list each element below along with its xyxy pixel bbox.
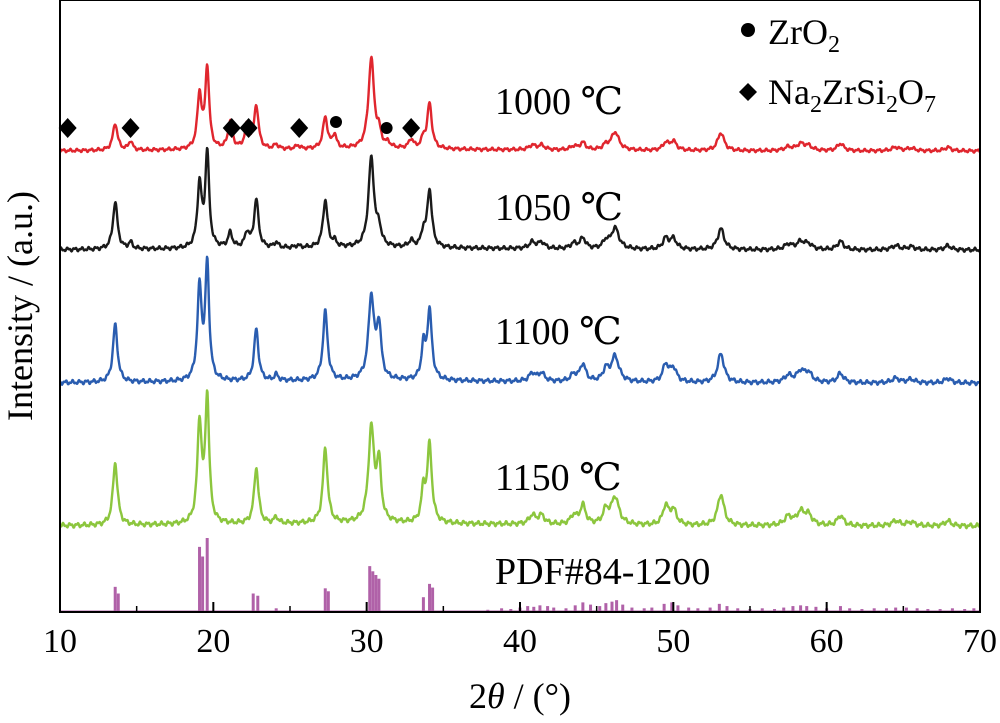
series-line-1100 [59,255,982,387]
x-tick-label: 60 [810,623,844,660]
x-axis-title: 2θ / (°) [469,676,571,716]
x-axis-ticks: 10 20 30 40 50 60 70 [43,602,997,660]
series-line-1000 [58,55,982,154]
x-tick-label: 10 [43,623,77,660]
x-tick-label: 20 [196,623,230,660]
series-group [58,55,982,530]
series-label-1000: 1000 ℃ [495,81,623,123]
diamond-marker [290,118,309,138]
peak-markers [58,116,421,138]
series-label-1100: 1100 ℃ [495,311,622,353]
series-line-1150 [59,389,981,530]
reference-label: PDF#84-1200 [495,551,710,593]
x-tick-label: 50 [656,623,690,660]
legend-circle-marker [741,23,755,37]
circle-marker [380,122,393,134]
legend-label-na2zrsi2o7: Na2ZrSi2O7 [768,72,936,118]
x-tick-label: 70 [963,623,997,660]
series-line-1050 [58,146,981,253]
circle-marker [330,116,342,128]
legend: ZrO2 Na2ZrSi2O7 [739,12,936,118]
diamond-marker [402,118,421,138]
legend-diamond-marker [739,83,757,101]
x-tick-label: 40 [503,623,537,660]
diamond-marker [58,118,77,138]
diamond-marker [222,118,241,138]
diamond-marker [239,118,258,138]
x-tick-label: 30 [350,623,384,660]
diamond-marker [121,118,140,138]
reference-pattern [60,538,980,612]
legend-label-zro2: ZrO2 [768,12,840,58]
series-label-1050: 1050 ℃ [495,187,623,229]
series-label-1150: 1150 ℃ [495,457,622,499]
y-axis-title: Intensity / (a.u.) [0,191,40,421]
